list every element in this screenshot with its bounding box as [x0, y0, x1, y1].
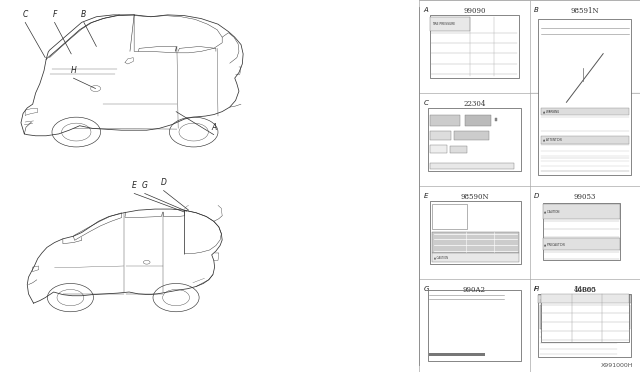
Bar: [538, 295, 631, 304]
Bar: [430, 131, 451, 140]
Text: 98591N: 98591N: [570, 7, 599, 16]
Bar: [543, 203, 620, 260]
Bar: [429, 344, 503, 346]
Bar: [429, 300, 490, 301]
Text: ▲ PRECAUTION: ▲ PRECAUTION: [544, 242, 564, 246]
Bar: [541, 108, 629, 115]
Text: G: G: [141, 182, 148, 190]
Bar: [433, 253, 518, 262]
Bar: [430, 201, 521, 264]
Text: B: B: [534, 7, 539, 13]
Bar: [433, 204, 467, 229]
Text: H: H: [534, 286, 540, 292]
Bar: [543, 238, 620, 250]
Text: F: F: [534, 286, 538, 292]
Text: B: B: [81, 10, 86, 19]
Bar: [540, 305, 630, 329]
Text: D: D: [161, 179, 166, 187]
Text: H: H: [70, 66, 76, 75]
Text: 99090: 99090: [463, 7, 486, 16]
Bar: [454, 131, 489, 140]
Bar: [429, 307, 494, 308]
Bar: [429, 326, 484, 327]
Text: ▲ WARNING: ▲ WARNING: [543, 110, 559, 114]
Bar: [541, 294, 629, 342]
Text: 98590N: 98590N: [460, 193, 489, 202]
Text: 22304: 22304: [463, 100, 486, 109]
Bar: [428, 108, 521, 171]
Text: F: F: [52, 10, 57, 19]
Text: A: A: [424, 7, 428, 13]
Bar: [428, 290, 521, 361]
Text: D: D: [534, 193, 540, 199]
Text: ▲ ATTENTION: ▲ ATTENTION: [543, 138, 561, 142]
Bar: [541, 294, 629, 302]
Bar: [465, 115, 491, 126]
Text: TIRE PRESSURE: TIRE PRESSURE: [433, 22, 456, 26]
Bar: [430, 17, 470, 31]
Text: A: A: [211, 123, 216, 132]
Text: 990A2: 990A2: [463, 286, 486, 295]
Bar: [429, 351, 494, 352]
Text: E: E: [132, 182, 136, 190]
Text: C: C: [424, 100, 429, 106]
Bar: [538, 19, 631, 175]
Bar: [429, 319, 508, 321]
Text: C: C: [22, 10, 28, 19]
Bar: [430, 145, 447, 153]
Text: 46060: 46060: [573, 286, 596, 295]
Text: X991000H: X991000H: [601, 363, 634, 368]
Text: 14B05: 14B05: [573, 286, 596, 295]
Bar: [451, 146, 467, 153]
Bar: [495, 118, 497, 121]
Bar: [429, 313, 476, 314]
Text: G: G: [424, 286, 429, 292]
Text: E: E: [424, 193, 428, 199]
Bar: [541, 136, 629, 144]
Text: ▲ CAUTION: ▲ CAUTION: [433, 256, 447, 260]
Bar: [430, 163, 514, 169]
Text: 99053: 99053: [573, 193, 596, 202]
Bar: [543, 205, 620, 219]
Text: ▲ CAUTION: ▲ CAUTION: [544, 210, 559, 214]
Bar: [429, 338, 480, 339]
Bar: [429, 357, 513, 359]
Bar: [430, 15, 518, 78]
Bar: [429, 353, 484, 356]
Bar: [538, 294, 631, 357]
Bar: [429, 332, 499, 333]
Bar: [430, 115, 460, 126]
Bar: [433, 232, 518, 253]
